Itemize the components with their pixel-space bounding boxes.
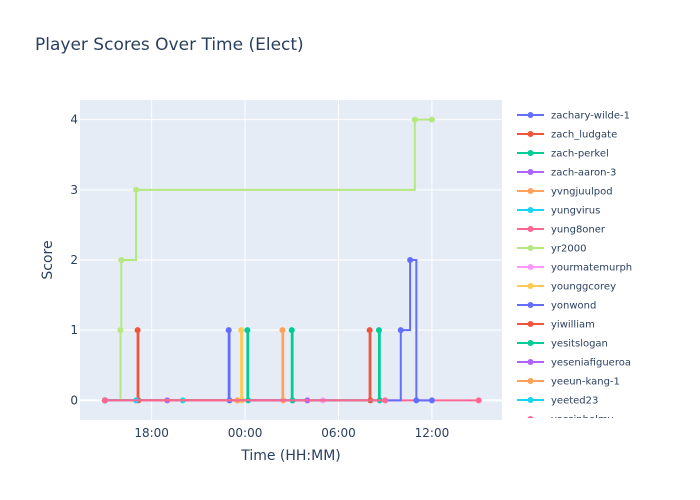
legend-swatch-marker xyxy=(527,207,534,213)
data-point[interactable] xyxy=(117,327,124,334)
legend-swatch-marker xyxy=(527,264,534,270)
legend-item[interactable]: yonwond xyxy=(517,301,596,312)
x-tick-label: 00:00 xyxy=(228,426,263,440)
data-point[interactable] xyxy=(382,397,389,404)
legend-label: yeseniafigueroa xyxy=(551,358,631,369)
y-axis-title: Score xyxy=(40,240,56,279)
legend[interactable]: zachary-wilde-1 zach_ludgate zach-perkel za… xyxy=(517,111,632,426)
data-point[interactable] xyxy=(413,397,420,404)
data-point[interactable] xyxy=(238,327,245,334)
x-tick-label: 18:00 xyxy=(134,426,169,440)
y-tick-label: 1 xyxy=(70,323,78,337)
legend-label: zachary-wilde-1 xyxy=(551,111,630,122)
legend-item[interactable]: yeeun-kang-1 xyxy=(517,377,620,388)
data-point[interactable] xyxy=(279,327,286,334)
series-yassinhelmy[interactable] xyxy=(101,397,389,404)
legend-label: zach_ludgate xyxy=(551,130,617,141)
data-point[interactable] xyxy=(475,397,482,404)
legend-swatch-marker xyxy=(527,340,534,346)
x-tick-label: 12:00 xyxy=(415,426,450,440)
legend-swatch-marker xyxy=(527,302,534,308)
legend-item[interactable]: yesitslogan xyxy=(517,339,608,350)
data-point[interactable] xyxy=(101,397,108,404)
legend-item[interactable]: yiwilliam xyxy=(517,320,595,331)
legend-swatch-marker xyxy=(527,169,534,175)
legend-item[interactable]: yungvirus xyxy=(517,206,600,217)
legend-label: yeeted23 xyxy=(551,396,598,407)
legend-item[interactable]: yeeted23 xyxy=(517,396,598,407)
legend-item[interactable]: yassinhelmy xyxy=(517,415,614,426)
x-axis-title: Time (HH:MM) xyxy=(240,448,341,464)
legend-label: yassinhelmy xyxy=(551,415,614,426)
legend-label: zach-aaron-3 xyxy=(551,168,616,179)
data-point[interactable] xyxy=(118,257,125,263)
legend-item[interactable]: zachary-wilde-1 xyxy=(517,111,630,122)
legend-item[interactable]: zach-aaron-3 xyxy=(517,168,616,179)
legend-label: yonwond xyxy=(551,301,596,312)
legend-swatch-marker xyxy=(527,283,534,289)
x-axis-ticks: 18:00 00:00 06:00 12:00 xyxy=(134,426,449,440)
legend-label: yesitslogan xyxy=(551,339,608,350)
legend-label: yvngjuulpod xyxy=(551,187,613,198)
data-point[interactable] xyxy=(397,327,404,334)
data-point[interactable] xyxy=(428,116,435,123)
data-point[interactable] xyxy=(244,327,251,334)
y-tick-label: 4 xyxy=(70,113,78,127)
legend-item[interactable]: yvngjuulpod xyxy=(517,187,613,198)
legend-label: younggcorey xyxy=(551,282,616,293)
legend-label: yourmatemurph xyxy=(551,263,632,274)
y-axis-ticks: 0 1 2 3 4 xyxy=(70,113,78,408)
series-line[interactable] xyxy=(104,118,432,402)
legend-swatch-marker xyxy=(527,150,534,156)
legend-swatch-marker xyxy=(527,131,534,137)
legend-item[interactable]: zach-perkel xyxy=(517,149,609,160)
legend-swatch-marker xyxy=(527,397,534,403)
legend-label: yungvirus xyxy=(551,206,600,217)
data-point[interactable] xyxy=(366,327,373,334)
legend-swatch-marker xyxy=(527,112,534,118)
y-tick-label: 0 xyxy=(70,393,78,407)
series-line[interactable] xyxy=(104,259,432,402)
legend-label: yeeun-kang-1 xyxy=(551,377,620,388)
legend-item[interactable]: yeseniafigueroa xyxy=(517,358,631,369)
data-point[interactable] xyxy=(375,327,382,334)
legend-swatch-marker xyxy=(527,359,534,365)
legend-label: zach-perkel xyxy=(551,149,609,160)
data-point[interactable] xyxy=(411,116,418,123)
legend-swatch-marker xyxy=(527,416,534,418)
legend-item[interactable]: yung8oner xyxy=(517,225,606,236)
legend-item[interactable]: yourmatemurph xyxy=(517,263,632,274)
chart-title: Player Scores Over Time (Elect) xyxy=(35,35,304,55)
data-point[interactable] xyxy=(428,397,435,404)
legend-swatch-marker xyxy=(527,378,534,384)
legend-label: yr2000 xyxy=(551,244,586,255)
y-tick-label: 3 xyxy=(70,183,78,197)
legend-swatch-marker xyxy=(527,321,534,327)
data-point[interactable] xyxy=(288,327,295,334)
legend-swatch-marker xyxy=(527,245,534,251)
legend-label: yung8oner xyxy=(551,225,606,236)
legend-swatch-marker xyxy=(527,226,534,232)
plot-area xyxy=(101,116,482,404)
x-tick-label: 06:00 xyxy=(321,426,356,440)
data-point[interactable] xyxy=(133,186,140,193)
y-tick-label: 2 xyxy=(70,253,78,267)
data-point[interactable] xyxy=(134,327,141,334)
legend-item[interactable]: zach_ludgate xyxy=(517,130,617,141)
legend-item[interactable]: yr2000 xyxy=(517,244,586,255)
legend-item[interactable]: younggcorey xyxy=(517,282,616,293)
legend-swatch-marker xyxy=(527,188,534,194)
data-point[interactable] xyxy=(225,327,232,334)
data-point[interactable] xyxy=(407,257,414,263)
legend-label: yiwilliam xyxy=(551,320,595,331)
